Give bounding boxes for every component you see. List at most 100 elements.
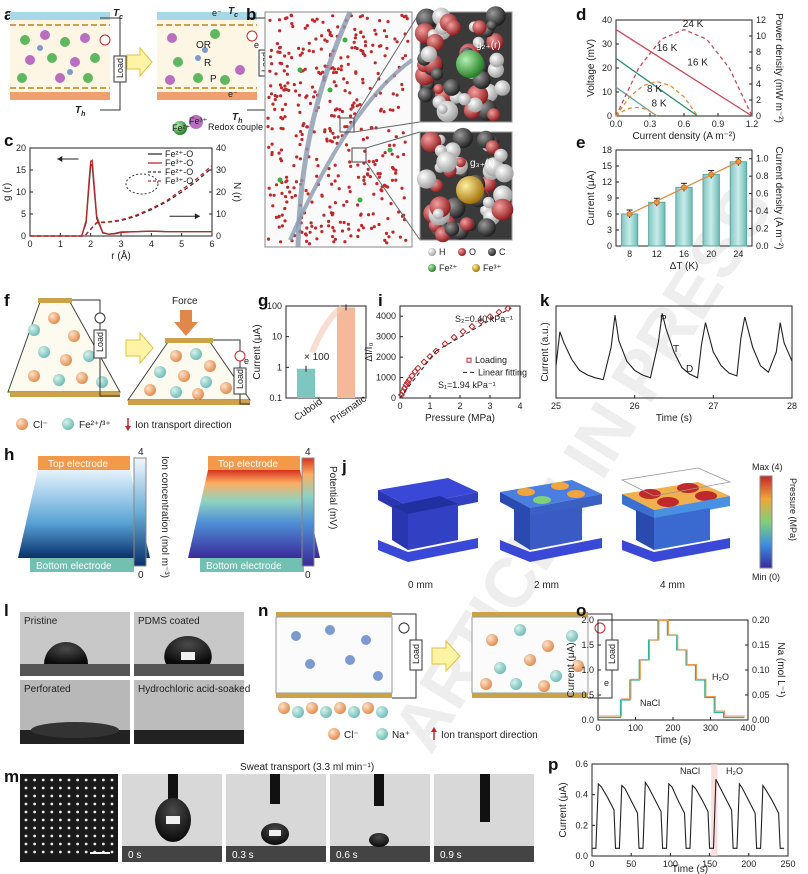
- water-o-atom: [323, 128, 327, 132]
- photo-hcl: Hydrochloric acid-soaked: [134, 680, 250, 744]
- water-o-atom: [346, 55, 350, 59]
- water-o-atom: [394, 171, 398, 175]
- label-perforated: Perforated: [24, 684, 71, 695]
- ion: [572, 660, 584, 672]
- pore: [33, 810, 36, 814]
- water-o-atom: [390, 178, 394, 182]
- cold-electrode: [10, 12, 110, 20]
- y2-axis-label: Current density (A m⁻²): [773, 146, 784, 249]
- atom: [459, 217, 474, 231]
- pressure-colorbar: [759, 475, 773, 569]
- bar-cuboid: [297, 368, 315, 398]
- pore: [33, 802, 36, 806]
- pore: [59, 850, 62, 854]
- pore: [33, 850, 36, 854]
- water-o-atom: [375, 158, 379, 163]
- y2-tick-label: 8: [756, 47, 761, 57]
- water-o-atom: [331, 131, 335, 135]
- ion: [192, 388, 204, 400]
- water-o-atom: [284, 87, 288, 92]
- water-o-atom: [279, 126, 283, 130]
- water-o-atom: [346, 222, 350, 226]
- pore: [50, 826, 54, 830]
- water-o-atom: [290, 195, 294, 199]
- atom: [482, 196, 495, 209]
- water-o-atom: [339, 68, 343, 72]
- deformation-2mm: [500, 480, 602, 562]
- water-o-atom: [315, 174, 319, 178]
- pore: [110, 802, 114, 806]
- water-o-atom: [384, 231, 389, 235]
- pore: [84, 794, 88, 798]
- top-electrode: [38, 456, 130, 470]
- pore: [102, 834, 105, 838]
- cl-legend-n: Cl⁻: [344, 730, 359, 741]
- panel-letter-n: n: [258, 601, 268, 620]
- pore: [84, 834, 88, 838]
- water-o-atom: [359, 30, 363, 34]
- water-o-atom: [320, 34, 324, 38]
- water-o-atom: [318, 72, 323, 76]
- data-point: [405, 376, 413, 384]
- ion-direction-legend-n: Ion transport direction: [441, 730, 538, 741]
- fe-ion-dot: [297, 67, 303, 73]
- ion: [480, 678, 492, 690]
- water-o-atom: [353, 36, 357, 40]
- series-line-4: [615, 80, 699, 117]
- water-o-atom: [275, 42, 279, 46]
- label-0mm: 0 mm: [408, 580, 433, 591]
- water-o-atom: [353, 112, 357, 116]
- pore: [110, 810, 114, 814]
- force-label: Force: [172, 296, 198, 307]
- atom: [417, 87, 433, 103]
- y-tick-label: 9: [607, 193, 612, 203]
- water-o-atom: [337, 187, 341, 191]
- g2-label: g₂₊(r): [476, 40, 501, 51]
- label-pristine: Pristine: [24, 616, 58, 627]
- x-tick-label: 20: [706, 249, 716, 259]
- water-o-atom: [360, 223, 364, 228]
- pore: [67, 850, 71, 854]
- frame-03s: 0.3 s: [226, 774, 326, 862]
- water-o-atom: [339, 56, 343, 60]
- water-o-atom: [295, 155, 299, 159]
- water-o-atom: [285, 200, 289, 204]
- pore: [67, 818, 71, 822]
- water-o-atom: [280, 191, 284, 195]
- y2-tick-label: 0.4: [756, 206, 769, 216]
- pore: [41, 810, 45, 814]
- y-tick-label: 0.0: [575, 851, 588, 861]
- molecule: [345, 655, 355, 665]
- atom: [452, 127, 473, 149]
- water-o-atom: [373, 61, 377, 65]
- bar-24: [729, 161, 748, 247]
- h2o-label-o: H₂O: [712, 672, 729, 682]
- water-o-atom: [379, 44, 383, 48]
- x-tick-label: 50: [626, 859, 636, 869]
- atom: [420, 131, 442, 153]
- current-trace: [555, 313, 793, 381]
- atom: [443, 79, 461, 96]
- water-o-atom: [278, 83, 282, 87]
- data-point: [486, 313, 494, 321]
- y2-tick-label: 0.8: [756, 171, 769, 181]
- pore: [84, 850, 88, 854]
- chart-o: 0 100 200 300 400 0.0 0.5 1.0 1.5 2.0 0.00 0.05 0.10…: [566, 615, 786, 746]
- y2-tick-label: 0.6: [756, 189, 769, 199]
- water-o-atom: [298, 110, 302, 114]
- data-point: [403, 378, 412, 386]
- water-o-atom: [279, 115, 283, 120]
- water-o-atom: [305, 239, 309, 243]
- water-o-atom: [340, 109, 345, 114]
- water-o-atom: [361, 35, 365, 39]
- atom: [486, 33, 504, 51]
- water-o-atom: [343, 89, 347, 93]
- y2-tick-label: 6: [756, 63, 761, 73]
- plot-frame: [285, 305, 367, 399]
- atom: [416, 169, 437, 189]
- water-o-atom: [356, 163, 360, 167]
- y2-tick-label: 10: [216, 209, 226, 219]
- x-tick-label: 100: [628, 723, 643, 733]
- bottom-electrode-label: Bottom electrode: [36, 561, 112, 572]
- panel-letter-b: b: [246, 5, 256, 24]
